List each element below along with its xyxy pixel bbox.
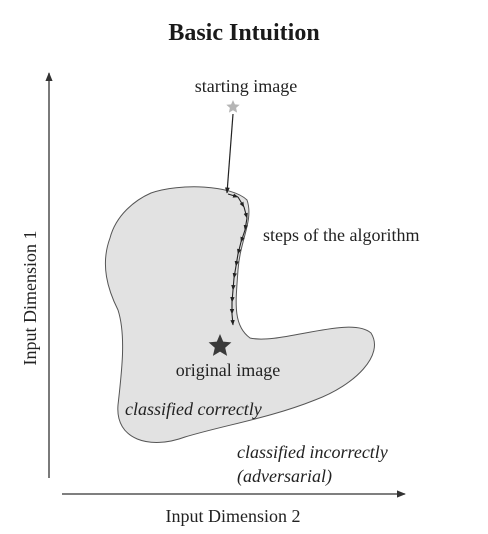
y-axis-label: Input Dimension 1 <box>20 231 40 366</box>
diagram-title: Basic Intuition <box>168 20 320 46</box>
original-image-label: original image <box>176 360 280 380</box>
steps-label: steps of the algorithm <box>263 225 419 245</box>
x-axis-label: Input Dimension 2 <box>166 506 301 526</box>
original-star-icon <box>208 334 232 356</box>
classified-incorrectly-label: classified incorrectly <box>237 442 388 462</box>
algorithm-steps-path <box>227 193 248 326</box>
classified-correctly-label: classified correctly <box>125 399 262 419</box>
starting-star-icon <box>226 100 240 113</box>
classified-correctly-region <box>104 186 375 443</box>
adversarial-label: (adversarial) <box>237 466 332 487</box>
initial-step-arrow <box>225 113 234 194</box>
starting-image-label: starting image <box>195 76 297 96</box>
